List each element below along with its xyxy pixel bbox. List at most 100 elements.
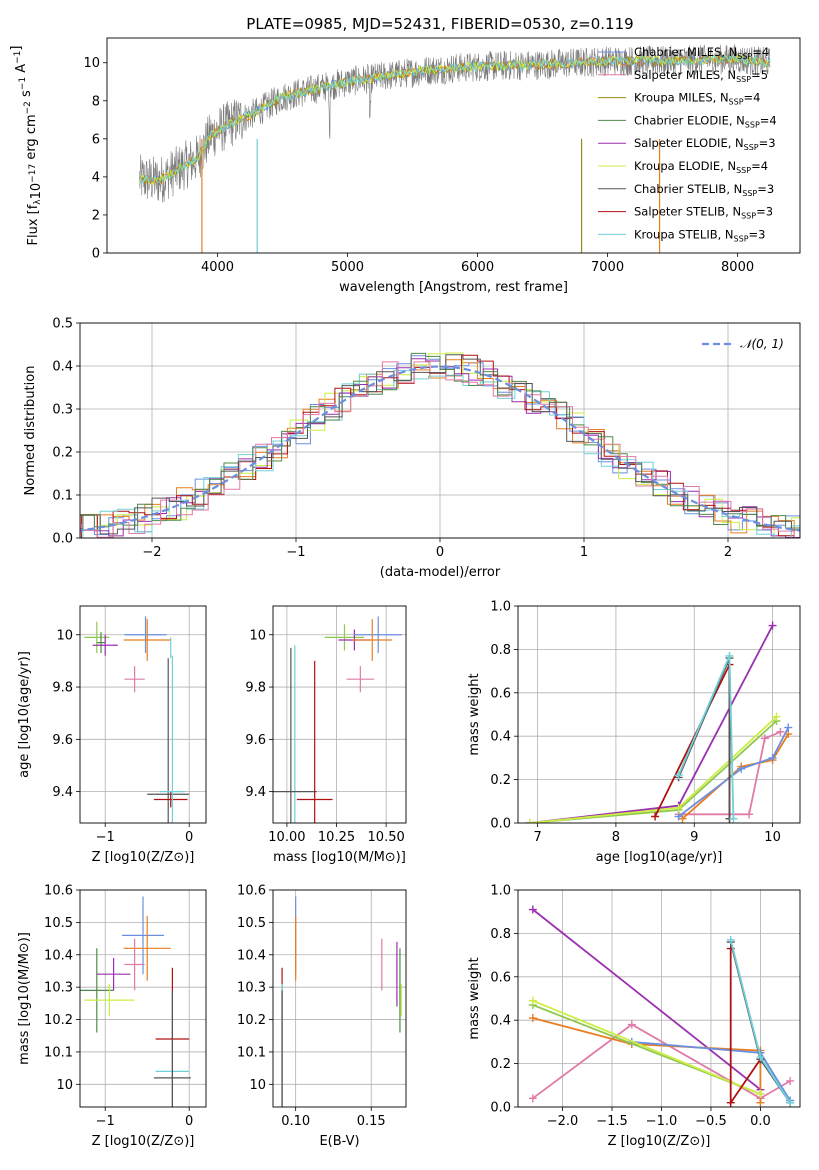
y-tick-label: 8 — [92, 94, 100, 109]
weight-series — [678, 727, 790, 818]
y-tick-label: 0.2 — [490, 773, 511, 788]
y-tick-label: 9.6 — [52, 733, 73, 748]
weight-marker — [674, 803, 683, 812]
x-tick-label: −2 — [142, 545, 161, 560]
ticks-residuals: −2 −1 0 1 2 0.0 0.1 0.2 0.3 0.4 0.5 — [52, 317, 732, 561]
weight-marker — [760, 734, 769, 743]
x-tick-label: 10 — [764, 830, 781, 845]
histograms — [80, 352, 800, 538]
y-tick-label: 6 — [92, 132, 100, 147]
panel-mass-Z: −1 0 10 10.1 10.2 10.3 10.4 10.5 10.6 Z [log10(Z/… — [17, 884, 207, 1149]
axes-frame — [272, 605, 407, 824]
x-tick-label: 0.0 — [750, 1114, 771, 1129]
histogram-step — [80, 352, 800, 529]
weight-marker — [729, 814, 738, 823]
grid-mass-weight-Z — [518, 889, 800, 1108]
weight-marker — [745, 810, 754, 819]
y-tick-label: 0.3 — [52, 403, 73, 418]
x-axis-label: Z [log10(Z/Z⊙)] — [608, 1134, 711, 1149]
y-tick-label: 0.0 — [490, 817, 511, 832]
y-tick-label: 0.2 — [52, 446, 73, 461]
legend-entry: Kroupa MILES, NSSP=4 — [634, 91, 760, 107]
y-tick-label: 10 — [249, 628, 266, 643]
panel-age-Z: −1 0 9.4 9.6 9.8 10 Z [log10(Z/Z⊙)] age [log10(… — [17, 605, 207, 865]
legend-entry: 𝒩(0, 1) — [740, 337, 784, 351]
panel-mass-weight-age: 7 8 9 10 0.0 0.2 0.4 0.6 0.8 1.0 age [log10(age/yr… — [467, 600, 801, 865]
x-axis-label: (data-model)/error — [380, 565, 501, 580]
x-tick-label: 2 — [724, 545, 732, 560]
weight-marker — [725, 651, 734, 660]
y-tick-label: 4 — [92, 170, 100, 185]
legend-entry: Salpeter MILES, NSSP=5 — [634, 68, 768, 84]
weight-marker — [528, 1094, 537, 1103]
ticks-mass-Z: −1 0 10 10.1 10.2 10.3 10.4 10.5 10.6 — [44, 884, 193, 1130]
y-tick-label: 9.8 — [52, 681, 73, 696]
x-axis-label: mass [log10(M/M⊙)] — [273, 850, 406, 865]
x-tick-label: 9 — [690, 830, 698, 845]
panel-age-mass: 10.00 10.25 10.50 9.4 9.6 9.8 10 mass [log10(M/… — [245, 605, 407, 865]
x-tick-label: 4000 — [201, 260, 234, 275]
histogram-step — [80, 369, 800, 538]
panel-residuals: −2 −1 0 1 2 0.0 0.1 0.2 0.3 0.4 0.5 (data-model)/er… — [23, 317, 801, 580]
x-tick-label: 0.10 — [281, 1114, 310, 1129]
spectrum-lines — [139, 44, 771, 253]
legend-entry: Kroupa ELODIE, NSSP=4 — [634, 159, 768, 175]
x-tick-label: −1 — [286, 545, 305, 560]
axes-frame — [79, 889, 207, 1108]
y-tick-label: 10.2 — [237, 1013, 266, 1028]
weight-marker — [528, 1014, 537, 1023]
weight-series — [677, 655, 735, 819]
ticks-mass-weight-Z: −2.0 −1.5 −1.0 −0.5 0.0 0.0 0.2 0.4 0.6 0.8 1.0 — [490, 884, 770, 1130]
axes-frame — [106, 37, 801, 254]
weight-series — [532, 999, 761, 1095]
figure-title: PLATE=0985, MJD=52431, FIBERID=0530, z=0… — [246, 15, 633, 33]
weight-marker — [627, 1020, 636, 1029]
y-axis-label: Flux [fλ10−17 erg cm−2 s−1 A−1] — [9, 46, 44, 246]
x-tick-label: 7 — [533, 830, 541, 845]
x-axis-label: wavelength [Angstrom, rest frame] — [339, 280, 568, 295]
y-tick-label: 10 — [56, 628, 73, 643]
y-tick-label: 9.6 — [245, 733, 266, 748]
y-tick-label: 9.4 — [245, 785, 266, 800]
y-tick-label: 0.0 — [52, 532, 73, 547]
y-tick-label: 0.8 — [490, 927, 511, 942]
error-bars — [281, 896, 403, 1107]
x-tick-label: −1.0 — [646, 1114, 678, 1129]
y-tick-label: 0.6 — [490, 970, 511, 985]
weight-marker — [528, 996, 537, 1005]
y-tick-label: 10.6 — [44, 884, 73, 899]
y-tick-label: 10.5 — [237, 916, 266, 931]
y-tick-label: 10 — [83, 56, 100, 71]
ticks-mass-EBV: 0.10 0.15 10 10.1 10.2 10.3 10.4 10.5 10.6 — [237, 884, 386, 1130]
y-tick-label: 9.8 — [245, 681, 266, 696]
y-tick-label: 0.5 — [52, 317, 73, 332]
y-tick-label: 0.4 — [490, 1014, 511, 1029]
model-spectrum — [139, 54, 771, 184]
axes-frame — [79, 605, 207, 824]
weight-marker — [674, 771, 683, 780]
y-axis-label: age [log10(age/yr)] — [17, 651, 32, 778]
ticks-age-Z: −1 0 9.4 9.6 9.8 10 — [52, 628, 193, 845]
x-tick-label: −1.5 — [596, 1114, 628, 1129]
weight-marker — [756, 1089, 765, 1098]
y-tick-label: 0.1 — [52, 489, 73, 504]
y-tick-label: 10.6 — [237, 884, 266, 899]
x-axis-label: E(B-V) — [319, 1134, 359, 1149]
legend-entry: Chabrier STELIB, NSSP=3 — [634, 182, 774, 198]
y-tick-label: 0.2 — [490, 1057, 511, 1072]
weight-lines — [528, 905, 795, 1107]
y-tick-label: 10.5 — [44, 916, 73, 931]
x-axis-label: Z [log10(Z/Z⊙)] — [92, 850, 195, 865]
x-tick-label: 5000 — [331, 260, 364, 275]
y-tick-label: 2 — [92, 208, 100, 223]
x-tick-label: 10.50 — [368, 830, 405, 845]
weight-marker — [784, 723, 793, 732]
legend-entry: Kroupa STELIB, NSSP=3 — [634, 227, 765, 243]
x-tick-label: 0.15 — [357, 1114, 386, 1129]
y-tick-label: 0 — [92, 247, 100, 262]
y-tick-label: 10.3 — [44, 981, 73, 996]
weight-marker — [768, 753, 777, 762]
weight-series — [678, 731, 781, 816]
